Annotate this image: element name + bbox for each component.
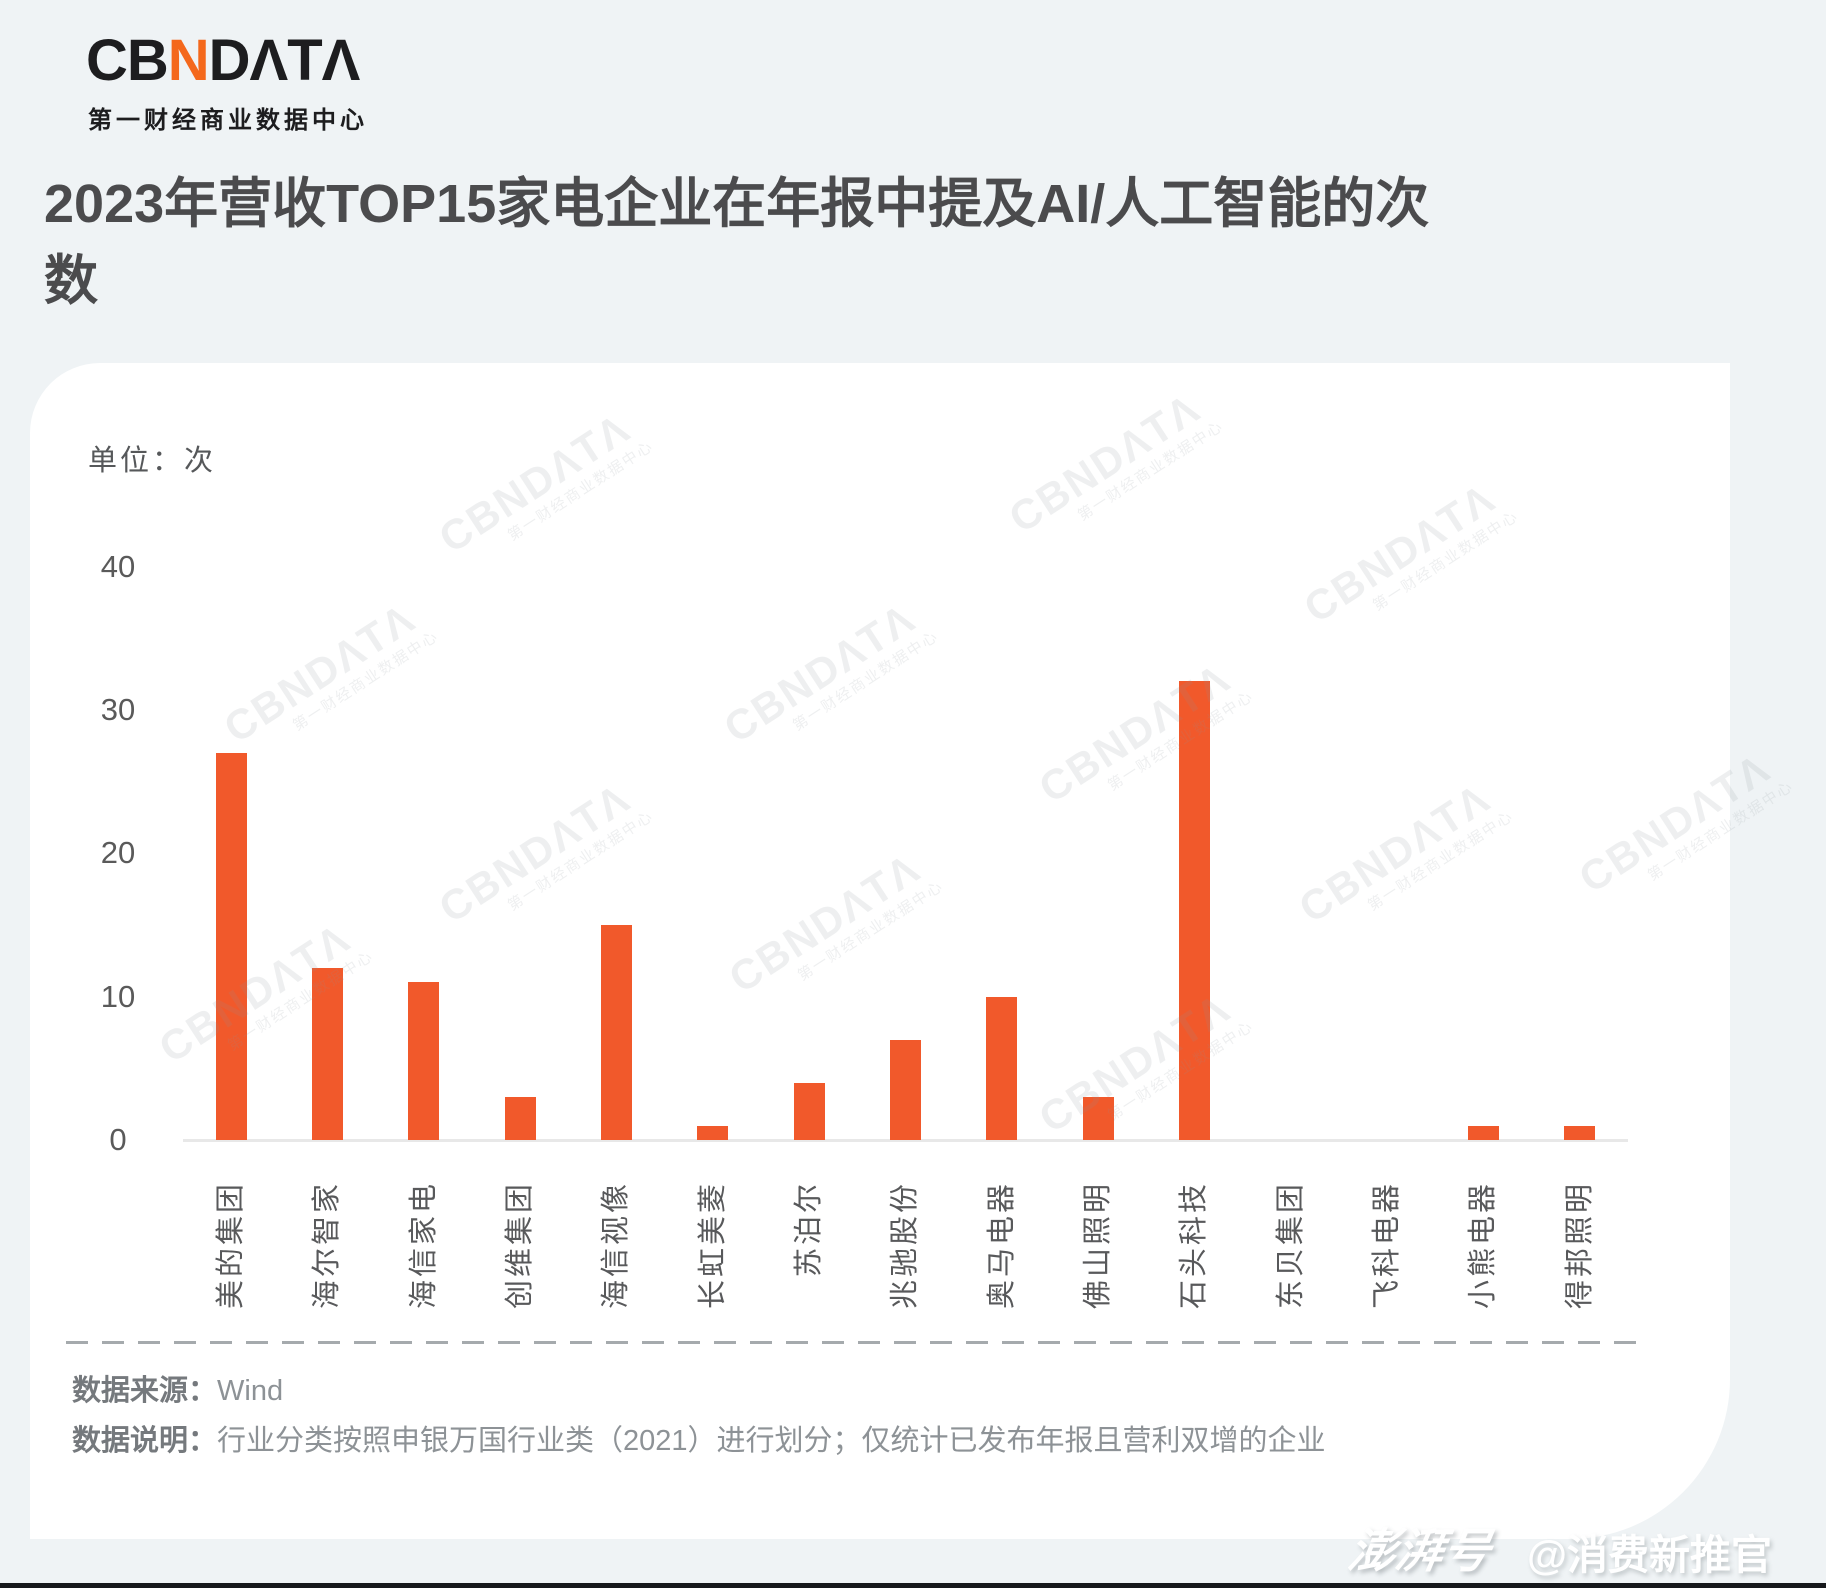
- x-axis-label: 创维集团: [504, 1181, 537, 1310]
- x-axis-label: 小熊电器: [1467, 1181, 1500, 1310]
- bar-美的集团: [215, 753, 247, 1140]
- data-note-label: 数据说明：: [72, 1425, 218, 1457]
- bar-长虹美菱: [697, 1125, 729, 1140]
- cbndata-logo: CBNDΛTΛ: [86, 28, 361, 94]
- x-axis-label: 苏泊尔: [793, 1181, 826, 1278]
- bar-slot: 兆驰股份: [857, 363, 953, 1309]
- account-handle: @消费新推官: [1527, 1532, 1772, 1578]
- x-axis-label: 得邦照明: [1563, 1181, 1596, 1310]
- y-axis-tick-label: 0: [109, 1122, 127, 1157]
- bar-小熊电器: [1467, 1125, 1499, 1140]
- y-axis-tick-label: 10: [100, 978, 136, 1014]
- bar-slot: 东贝集团: [1243, 363, 1339, 1309]
- y-axis-tick-label: 30: [100, 692, 136, 728]
- x-axis-label: 东贝集团: [1274, 1181, 1307, 1310]
- bar-slot: 海信视像: [568, 363, 664, 1309]
- bar-奥马电器: [986, 996, 1018, 1140]
- bottom-bar: [0, 1583, 1826, 1588]
- bar-海尔智家: [311, 968, 343, 1140]
- x-axis-label: 美的集团: [215, 1181, 248, 1310]
- data-source-value: Wind: [217, 1375, 284, 1407]
- bar-slot: 长虹美菱: [665, 363, 761, 1309]
- data-note-value: 行业分类按照申银万国行业类（2021）进行划分；仅统计已发布年报且营利双增的企业: [217, 1425, 1326, 1457]
- bar-创维集团: [504, 1097, 536, 1140]
- bar-slot: 海信家电: [376, 363, 472, 1309]
- bar-海信视像: [600, 925, 632, 1140]
- bar-slot: 苏泊尔: [761, 363, 857, 1277]
- logo-accent-n: N: [167, 28, 210, 93]
- x-axis-label: 飞科电器: [1371, 1181, 1404, 1310]
- bar-slot: 海尔智家: [279, 363, 375, 1309]
- y-axis-tick-label: 20: [100, 835, 136, 871]
- bar-兆驰股份: [889, 1039, 921, 1140]
- bar-slot: 佛山照明: [1050, 363, 1146, 1309]
- bar-slot: 小熊电器: [1435, 363, 1531, 1309]
- bar-slot: 飞科电器: [1339, 363, 1435, 1309]
- dashed-separator: [66, 1341, 1638, 1344]
- page-title: 2023年营收TOP15家电企业在年报中提及AI/人工智能的次数: [44, 174, 1430, 311]
- x-axis-label: 奥马电器: [985, 1181, 1018, 1310]
- bar-佛山照明: [1082, 1097, 1114, 1140]
- data-note-line: 数据说明：行业分类按照申银万国行业类（2021）进行划分；仅统计已发布年报且营利…: [72, 1421, 1326, 1461]
- x-axis-label: 兆驰股份: [889, 1181, 922, 1310]
- x-axis-label: 石头科技: [1178, 1181, 1211, 1310]
- bar-海信家电: [408, 982, 440, 1140]
- unit-label: 单位：次: [88, 445, 217, 477]
- x-axis-label: 海信家电: [407, 1181, 440, 1310]
- logo-tagline: 第一财经商业数据中心: [88, 107, 368, 134]
- bar-slot: 创维集团: [472, 363, 568, 1309]
- bar-slot: 奥马电器: [954, 363, 1050, 1309]
- logo-text-left: CB: [86, 28, 169, 93]
- bar-得邦照明: [1564, 1125, 1596, 1140]
- bar-slot: 得邦照明: [1532, 363, 1628, 1309]
- bar-苏泊尔: [793, 1082, 825, 1140]
- x-axis-label: 海信视像: [600, 1181, 633, 1310]
- x-axis-label: 长虹美菱: [696, 1181, 729, 1310]
- bar-石头科技: [1178, 681, 1210, 1140]
- pengpai-logo: 澎湃号: [1344, 1524, 1495, 1577]
- x-axis-label: 佛山照明: [1082, 1181, 1115, 1310]
- x-axis-baseline: [183, 1139, 1628, 1142]
- logo-text-right: DΛTΛ: [208, 28, 361, 93]
- x-axis-label: 海尔智家: [311, 1181, 344, 1310]
- bar-chart: 美的集团 海尔智家 海信家电 创维集团 海信视像 长虹美菱 苏泊尔 兆驰股份 奥马电器 佛山照明 石…: [183, 363, 1628, 1309]
- data-source-line: 数据来源：Wind: [72, 1371, 283, 1411]
- bar-slot: 美的集团: [183, 363, 279, 1309]
- data-source-label: 数据来源：: [72, 1375, 218, 1407]
- y-axis-tick-label: 40: [100, 548, 136, 584]
- bar-slot: 石头科技: [1146, 363, 1242, 1309]
- platform-branding: 澎湃号 @消费新推官: [1345, 1512, 1772, 1581]
- chart-card: 单位：次 0 10 20 30 40 美的集团 海尔智家 海信家电 创维集团 海信视像 长虹美菱 苏…: [30, 363, 1730, 1539]
